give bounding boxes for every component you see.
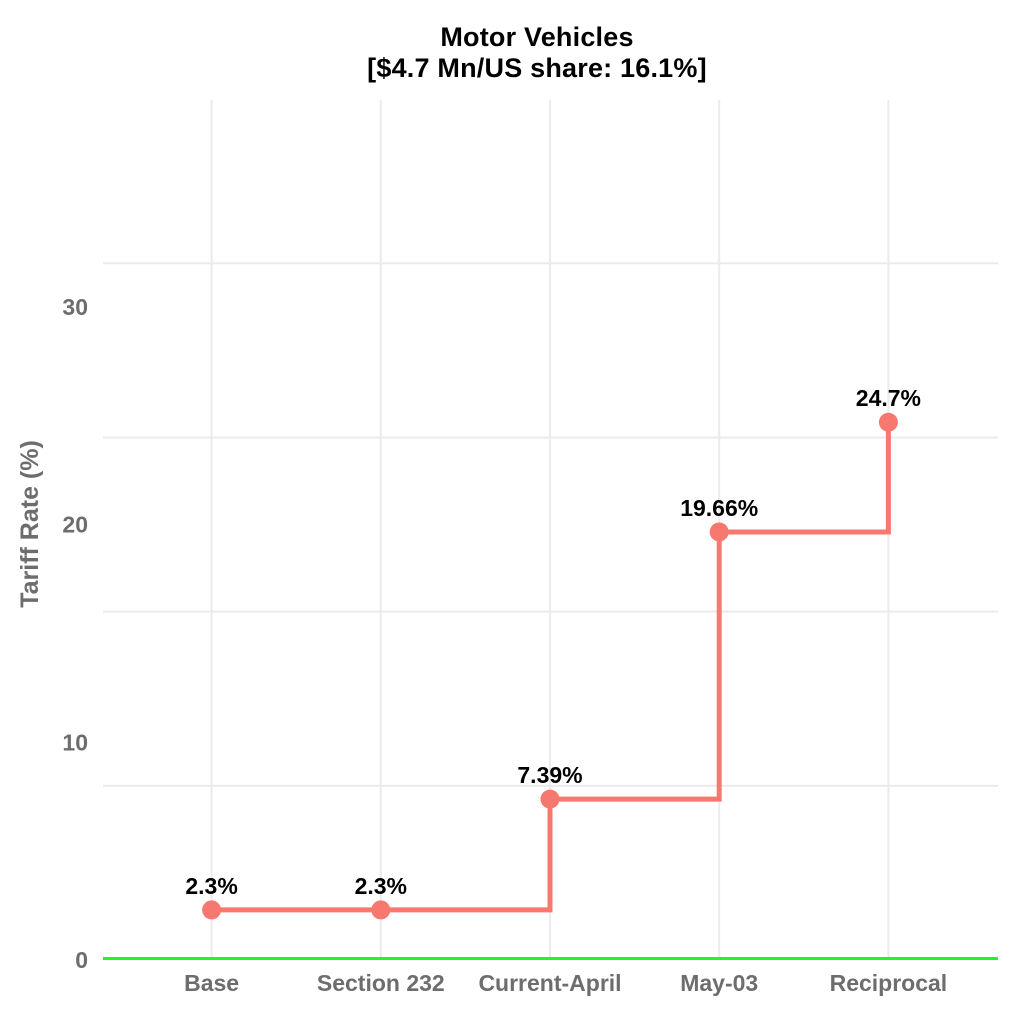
chart-title: Motor Vehicles <box>440 22 634 52</box>
y-tick-label: 0 <box>75 947 88 973</box>
data-point-label: 24.7% <box>856 385 921 411</box>
data-point-label: 2.3% <box>185 873 237 899</box>
x-tick-label: Base <box>184 970 239 996</box>
y-axis-title: Tariff Rate (%) <box>16 440 44 608</box>
x-tick-label: Section 232 <box>317 970 445 996</box>
data-point-marker[interactable] <box>202 900 222 920</box>
chart-title-block: Motor Vehicles [$4.7 Mn/US share: 16.1%] <box>100 22 974 84</box>
x-tick-label: Reciprocal <box>830 970 948 996</box>
data-point-marker[interactable] <box>540 789 560 809</box>
data-point-label: 2.3% <box>355 873 407 899</box>
step-line-series <box>211 422 891 913</box>
y-tick-label: 20 <box>62 512 88 538</box>
x-tick-label: May-03 <box>680 970 758 996</box>
data-point-label: 7.39% <box>517 762 582 788</box>
data-point-marker[interactable] <box>371 900 391 920</box>
y-tick-label: 10 <box>62 729 88 755</box>
chart-subtitle: [$4.7 Mn/US share: 16.1%] <box>367 53 707 83</box>
y-tick-label: 30 <box>62 294 88 320</box>
data-point-marker[interactable] <box>709 522 729 542</box>
data-point-label: 19.66% <box>680 495 758 521</box>
data-point-marker[interactable] <box>878 412 898 432</box>
x-tick-label: Current-April <box>478 970 621 996</box>
